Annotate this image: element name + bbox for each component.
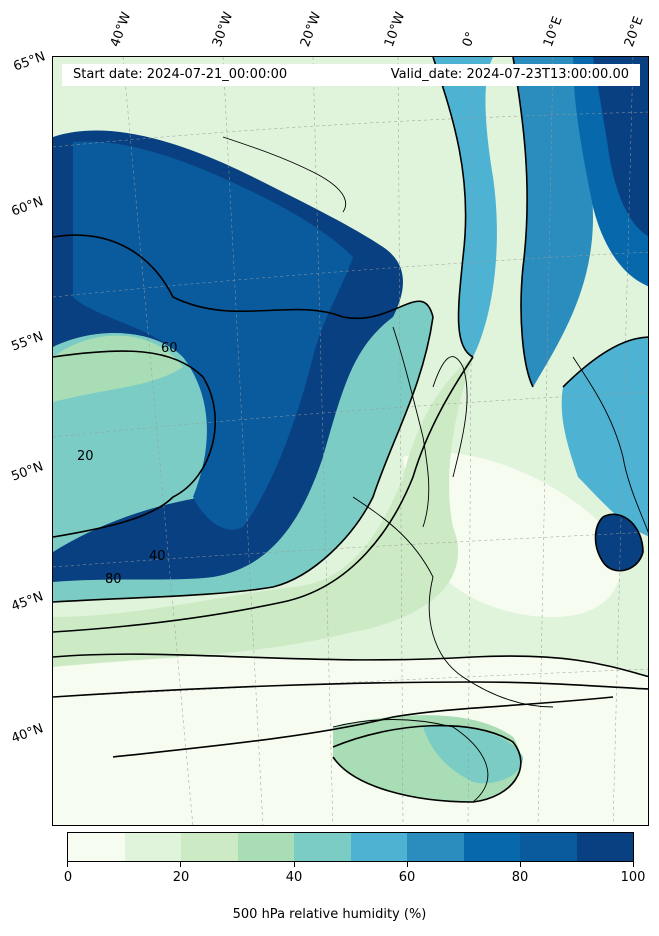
lon-label-10e: 10°E [540, 14, 566, 50]
contour-40-med [332, 724, 522, 803]
core-inner [73, 141, 353, 530]
contour-20-mid [53, 653, 648, 678]
lat-label-55n: 55°N [9, 329, 46, 355]
lon-label-20e: 20°E [621, 14, 647, 50]
norway-core [593, 57, 648, 236]
contour-labels: 60 20 40 80 [77, 341, 178, 587]
lat-label-65n: 65°N [11, 49, 48, 75]
contour-20-south [53, 681, 648, 698]
colorbar-title: 500 hPa relative humidity (%) [232, 907, 427, 922]
colorbar-segment-3 [237, 833, 294, 861]
contour-40-east [562, 336, 648, 388]
contour-40-west [53, 350, 216, 538]
tongue-north-2 [513, 57, 593, 387]
lat-label-50n: 50°N [9, 459, 46, 485]
scandinavia-coast [572, 356, 648, 533]
contour-40-south [53, 356, 474, 633]
lat-label-40n: 40°N [9, 721, 46, 747]
coastlines [222, 136, 648, 803]
britain-coast [432, 356, 468, 478]
graticule [53, 57, 648, 825]
dry-zone-europe [403, 452, 621, 617]
contour-label-40: 40 [149, 549, 166, 564]
tongue-north-1 [433, 57, 497, 357]
humidity-map-canvas: 60 20 40 80 [53, 57, 648, 825]
humidity-map: 60 20 40 80 [52, 56, 649, 826]
lon-label-10w: 10°W [381, 10, 409, 49]
date-header-bar [62, 64, 640, 86]
contour-label-20: 20 [77, 449, 94, 464]
contour-label-60: 60 [161, 341, 178, 356]
france-iberia-coast [352, 496, 554, 708]
colorbar-segment-2 [181, 833, 238, 861]
colorbar-segment-6 [407, 833, 464, 861]
lon-label-0: 0° [459, 29, 480, 49]
colorbar-segment-5 [350, 833, 407, 861]
iberia-south-coast [332, 719, 489, 803]
iceland-coast [222, 136, 347, 213]
east-moist-cell [595, 514, 643, 571]
colorbar-segment-7 [463, 833, 520, 861]
colorbar-segment-9 [576, 833, 633, 861]
colorbar-tick-60 [407, 862, 408, 867]
start-date-label: Start date: 2024-07-21_00:00:00 [73, 67, 288, 82]
colorbar-segment-4 [294, 833, 351, 861]
colorbar-tick-100 [633, 862, 634, 867]
colorbar-tick-80 [520, 862, 521, 867]
lat-label-45n: 45°N [9, 589, 46, 615]
colorbar-tick-label-20: 20 [172, 870, 190, 885]
lon-label-40w: 40°W [107, 10, 135, 49]
east-moist-band [561, 337, 648, 537]
colorbar-tick-0 [67, 862, 68, 867]
lon-label-30w: 30°W [209, 10, 237, 49]
contour-60-tongue [512, 57, 534, 388]
colorbar-segment-0 [68, 833, 125, 861]
colorbar [67, 832, 634, 862]
contour-60-south [53, 316, 434, 603]
colorbar-tick-20 [180, 862, 181, 867]
contour-label-80: 80 [105, 572, 122, 587]
colorbar-tick-label-80: 80 [511, 870, 529, 885]
colorbar-tick-label-40: 40 [285, 870, 303, 885]
colorbar-tick-label-60: 60 [398, 870, 416, 885]
lon-label-20w: 20°W [297, 10, 325, 49]
colorbar-segment-1 [124, 833, 181, 861]
colorbar-tick-label-0: 0 [63, 870, 73, 885]
colorbar-tick-40 [294, 862, 295, 867]
contour-60-north [53, 234, 434, 320]
band-20-30 [53, 357, 473, 667]
ireland-coast [392, 326, 430, 528]
contour-40-tongue [432, 57, 474, 358]
colorbar-tick-label-100: 100 [620, 870, 646, 885]
med-cell [423, 726, 523, 784]
lat-label-60n: 60°N [9, 194, 46, 220]
valid-date-label: Valid_date: 2024-07-23T13:00:00.00 [390, 67, 629, 82]
colorbar-segment-8 [520, 833, 577, 861]
contour-80-cell [594, 513, 644, 572]
